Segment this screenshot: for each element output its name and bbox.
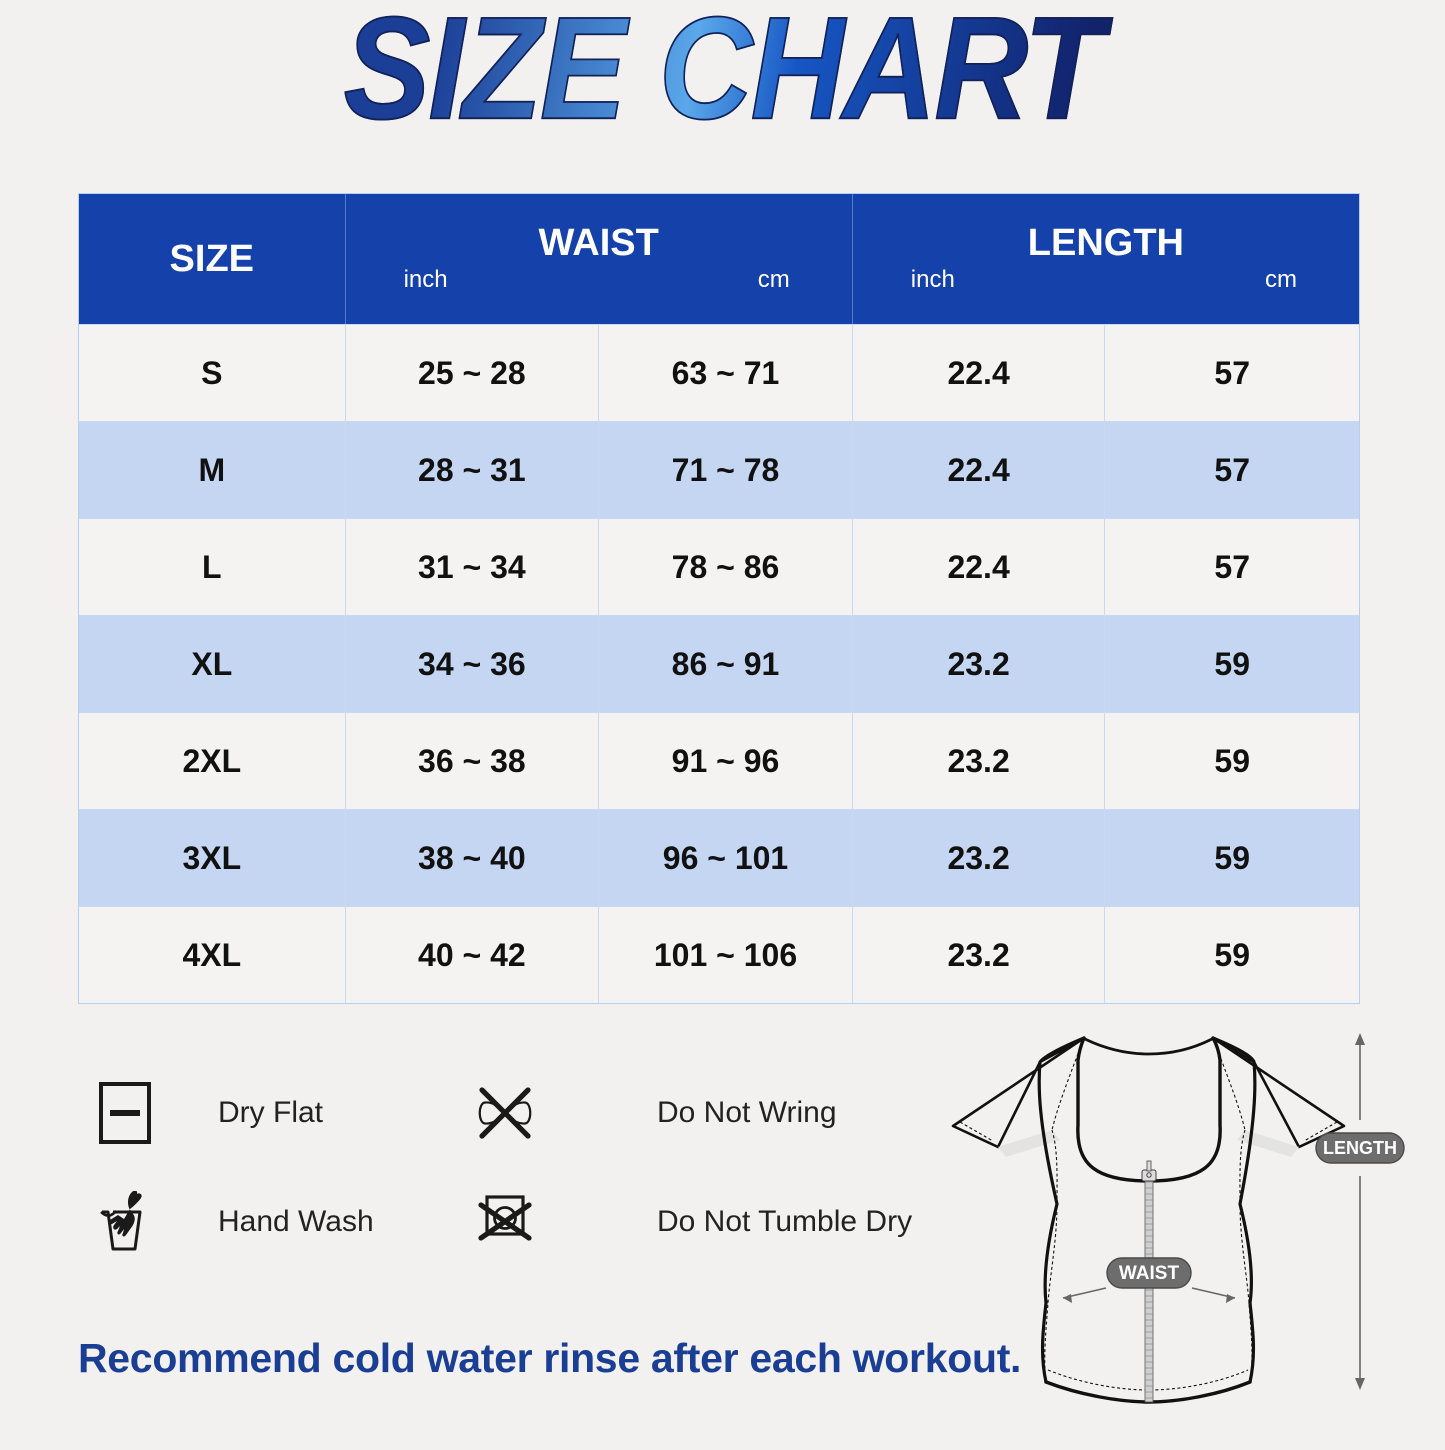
svg-text:WAIST: WAIST [1119, 1263, 1180, 1284]
svg-text:LENGTH: LENGTH [1323, 1138, 1397, 1158]
